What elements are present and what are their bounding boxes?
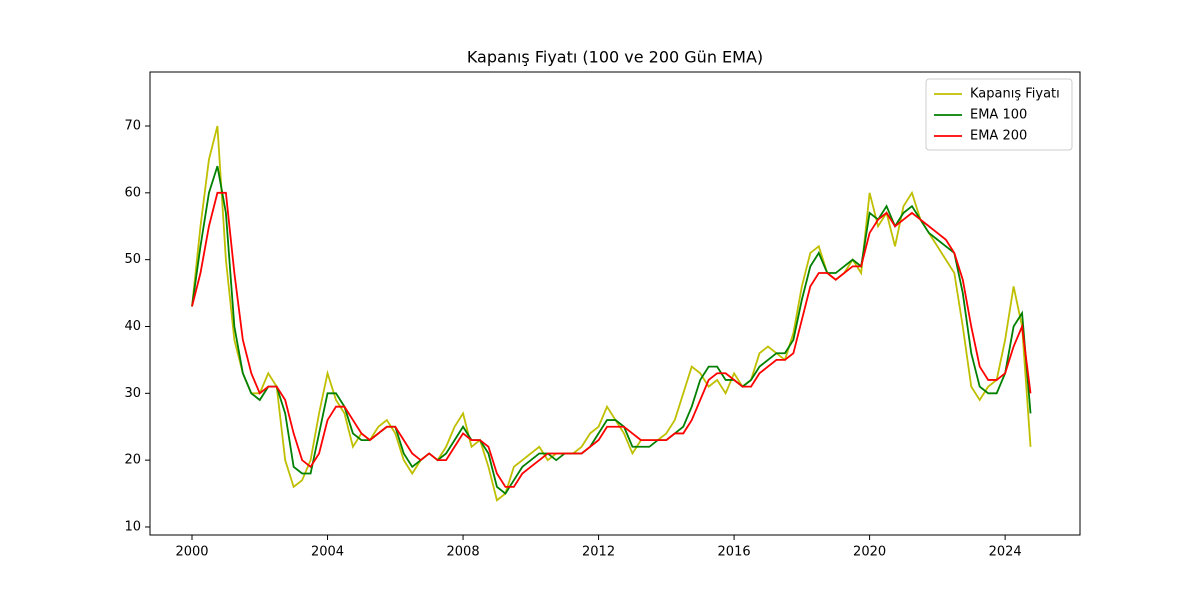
legend-label: Kapanış Fiyatı [970, 87, 1060, 102]
y-tick-label: 30 [124, 386, 141, 401]
data-line [191, 165, 1032, 495]
x-tick-label: 2020 [853, 545, 886, 560]
legend-box [925, 78, 1073, 151]
chart-title: Kapanış Fiyatı (100 ve 200 Gün EMA) [467, 48, 763, 67]
y-tick-label: 10 [124, 519, 141, 534]
y-tick-label: 40 [124, 319, 141, 334]
x-tick-label: 2000 [175, 545, 208, 560]
legend-label: EMA 100 [970, 108, 1027, 123]
x-tick-label: 2012 [582, 545, 615, 560]
x-tick-label: 2008 [447, 545, 480, 560]
x-tick-label: 2016 [718, 545, 751, 560]
y-tick-label: 20 [124, 453, 141, 468]
x-tick-label: 2024 [989, 545, 1022, 560]
data-line [191, 125, 1032, 502]
y-tick-label: 60 [124, 185, 141, 200]
plot-frame [149, 71, 1081, 536]
y-tick-label: 70 [124, 118, 141, 133]
legend-label: EMA 200 [970, 129, 1027, 144]
x-tick-label: 2004 [311, 545, 344, 560]
y-tick-label: 50 [124, 252, 141, 267]
data-line [191, 191, 1032, 488]
